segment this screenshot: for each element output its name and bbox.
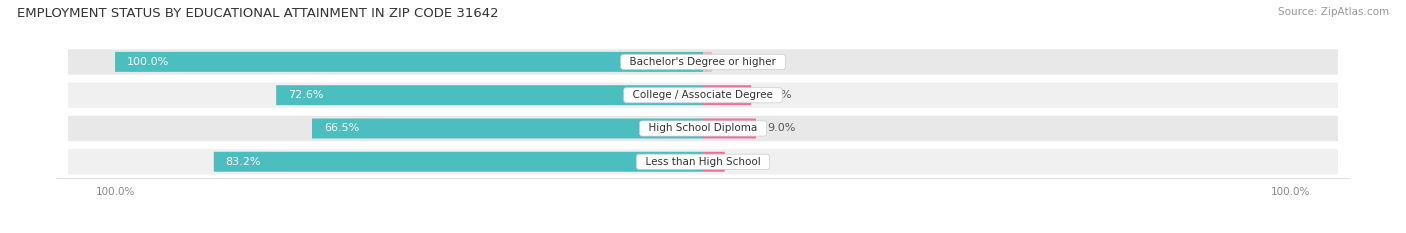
Text: EMPLOYMENT STATUS BY EDUCATIONAL ATTAINMENT IN ZIP CODE 31642: EMPLOYMENT STATUS BY EDUCATIONAL ATTAINM…	[17, 7, 499, 20]
Text: 8.2%: 8.2%	[763, 90, 792, 100]
FancyBboxPatch shape	[703, 52, 711, 72]
FancyBboxPatch shape	[67, 49, 1339, 75]
Text: Source: ZipAtlas.com: Source: ZipAtlas.com	[1278, 7, 1389, 17]
FancyBboxPatch shape	[67, 116, 1339, 141]
Text: 100.0%: 100.0%	[127, 57, 169, 67]
FancyBboxPatch shape	[115, 52, 703, 72]
Text: High School Diploma: High School Diploma	[643, 123, 763, 134]
FancyBboxPatch shape	[312, 119, 703, 138]
FancyBboxPatch shape	[276, 85, 703, 105]
Legend: In Labor Force, Unemployed: In Labor Force, Unemployed	[605, 230, 801, 233]
Text: 72.6%: 72.6%	[288, 90, 323, 100]
Text: Bachelor's Degree or higher: Bachelor's Degree or higher	[623, 57, 783, 67]
FancyBboxPatch shape	[703, 119, 756, 138]
Text: 66.5%: 66.5%	[323, 123, 359, 134]
Text: 3.7%: 3.7%	[737, 157, 765, 167]
Text: College / Associate Degree: College / Associate Degree	[626, 90, 780, 100]
Text: 0.0%: 0.0%	[714, 57, 742, 67]
FancyBboxPatch shape	[703, 152, 724, 172]
FancyBboxPatch shape	[214, 152, 703, 172]
FancyBboxPatch shape	[67, 149, 1339, 175]
Text: 83.2%: 83.2%	[225, 157, 262, 167]
Text: Less than High School: Less than High School	[638, 157, 768, 167]
Text: 9.0%: 9.0%	[768, 123, 796, 134]
FancyBboxPatch shape	[67, 82, 1339, 108]
FancyBboxPatch shape	[703, 85, 751, 105]
